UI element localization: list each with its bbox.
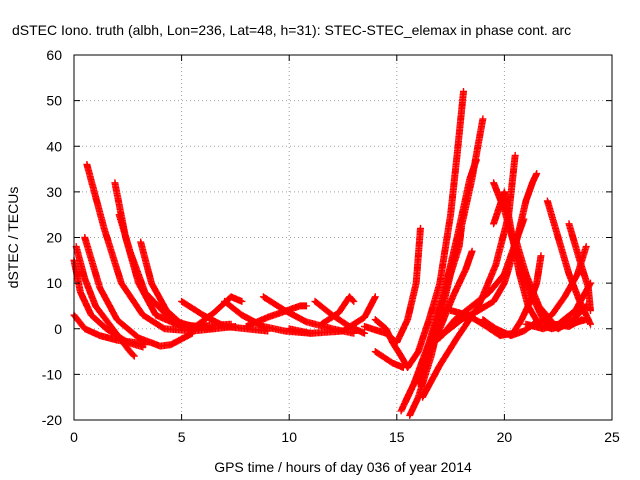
y-tick-label: 20 [46,230,62,246]
series-7 [137,238,239,333]
series-1-markers [72,243,138,360]
y-tick-label: 10 [46,275,62,291]
y-axis: -20 -10 0 10 20 30 40 50 60 [42,47,612,428]
series-4-markers [83,161,218,335]
y-tick-label: 60 [46,47,62,63]
y-tick-label: -10 [42,366,62,382]
series-34-markers [522,279,594,333]
x-axis-label: GPS time / hours of day 036 of year 2014 [214,459,472,475]
x-tick-label: 15 [389,429,405,445]
y-tick-label: 40 [46,138,62,154]
y-tick-label: 50 [46,93,62,109]
series-16-markers [361,224,424,346]
y-axis-label: dSTEC / TECUs [5,187,21,289]
series-32 [565,220,594,314]
x-axis: 0 5 10 15 20 25 [70,55,620,445]
series-30-markers [543,197,594,328]
series-30 [543,197,594,328]
series-4 [83,161,218,335]
x-tick-label: 25 [604,429,620,445]
series-14 [318,293,358,328]
x-tick-label: 0 [70,429,78,445]
x-tick-label: 20 [497,429,513,445]
series-15 [285,293,379,337]
x-tick-label: 5 [178,429,186,445]
series-3-markers [81,234,196,350]
series-18 [371,348,407,371]
series-34 [522,279,594,333]
y-tick-label: 30 [46,184,62,200]
series-7-markers [137,238,239,333]
series-3 [81,234,196,350]
chart-title: dSTEC Iono. truth (albh, Lon=236, Lat=48… [12,22,571,38]
series-17-markers [371,88,467,371]
x-tick-label: 10 [281,429,297,445]
y-tick-label: -20 [42,412,62,428]
series-32-markers [565,220,594,314]
series-17 [371,88,467,371]
y-tick-label: 0 [54,321,62,337]
series-layer [70,88,594,419]
series-15-markers [285,293,379,337]
series-14-markers [318,293,358,328]
series-16 [361,224,424,346]
series-18-markers [371,348,407,371]
grid [74,55,612,420]
series-1 [72,243,138,360]
